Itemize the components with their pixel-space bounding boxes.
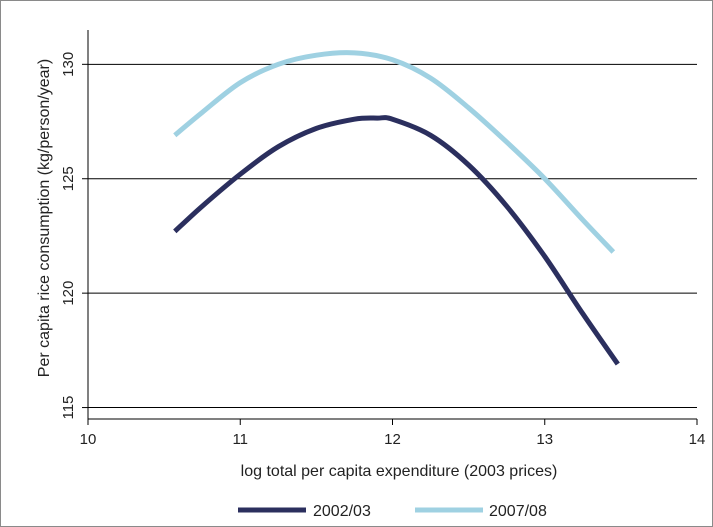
x-tick-label: 13 bbox=[536, 431, 553, 448]
legend-label: 2002/03 bbox=[313, 503, 371, 520]
x-tick-label: 14 bbox=[689, 431, 706, 448]
y-tick-label: 115 bbox=[60, 396, 77, 420]
y-tick-label: 125 bbox=[60, 166, 77, 191]
y-tick-label: 130 bbox=[60, 52, 77, 77]
series-line-2007-08 bbox=[173, 50, 616, 254]
y-axis-title: Per capita rice consumption (kg/person/y… bbox=[36, 59, 53, 377]
axes: 115 120 125 130 10 11 12 13 14 bbox=[60, 30, 705, 448]
grid-lines bbox=[88, 63, 697, 409]
x-tick-label: 11 bbox=[232, 431, 248, 448]
x-tick-label: 10 bbox=[80, 431, 97, 448]
series-line-2002-03 bbox=[173, 115, 620, 366]
legend-label: 2007/08 bbox=[489, 503, 547, 520]
legend-item-2007-08: 2007/08 bbox=[415, 503, 547, 520]
x-tick-label: 12 bbox=[384, 431, 401, 448]
series-lines bbox=[173, 50, 620, 366]
x-axis-title: log total per capita expenditure (2003 p… bbox=[241, 463, 558, 480]
y-tick-label: 120 bbox=[60, 281, 77, 306]
legend-item-2002-03: 2002/03 bbox=[238, 503, 371, 520]
legend: 2002/03 2007/08 bbox=[238, 503, 547, 520]
